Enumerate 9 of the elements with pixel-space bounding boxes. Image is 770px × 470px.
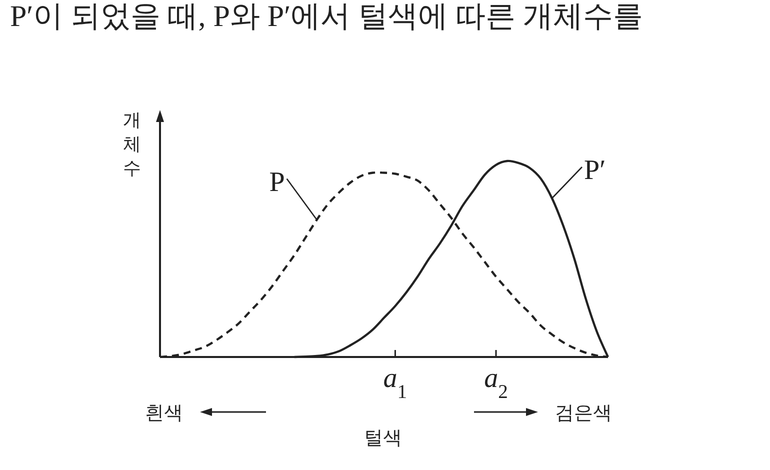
- x-tick-label: a$_{2}$: [484, 363, 508, 402]
- text: P′이 되었을 때, P와 P′에서 털색에 따른 개체수를: [10, 0, 644, 33]
- text: 검은색: [555, 403, 612, 424]
- series-label: P: [269, 166, 285, 198]
- legend-label: P′: [584, 155, 606, 186]
- x-tick-label: a$_{1}$: [383, 363, 408, 402]
- y-axis-title: 개체수: [123, 110, 141, 178]
- text: 흰색: [145, 403, 183, 424]
- x-axis-title: 털색: [364, 428, 402, 449]
